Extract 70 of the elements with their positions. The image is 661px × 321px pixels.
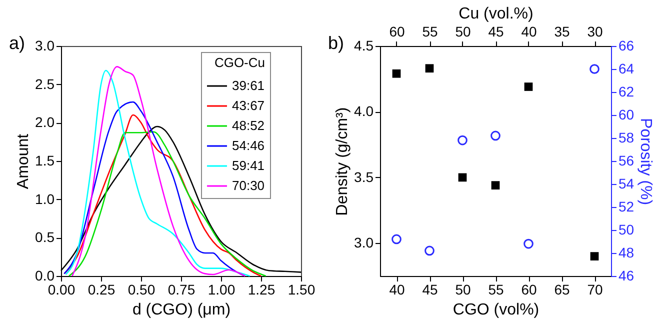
- y-tick-label: 3.5: [354, 168, 374, 185]
- y2-tick-label: 62: [618, 84, 634, 100]
- y-tick-label: 3.0: [35, 38, 55, 54]
- x-tick-label: 65: [554, 282, 570, 298]
- x-tick-label: 55: [488, 282, 504, 298]
- x2-axis-title: Cu (vol.%): [458, 6, 534, 22]
- legend-label: 70:30: [232, 178, 265, 193]
- point: [524, 238, 534, 249]
- y2-tick-label: 52: [618, 198, 634, 214]
- x2-tick-label: 40: [521, 24, 537, 40]
- point: [490, 130, 500, 141]
- x-tick-label: 0.00: [48, 282, 76, 298]
- y2-tick-label: 60: [618, 106, 634, 122]
- x-tick-label: 50: [455, 282, 471, 298]
- point: [392, 69, 401, 78]
- y-tick-label: 1.0: [35, 190, 55, 207]
- point: [524, 82, 533, 91]
- x-tick-label: 0.25: [88, 282, 116, 298]
- point: [491, 181, 500, 190]
- x-tick-label: 1.00: [208, 282, 236, 298]
- y-tick-label: 2.0: [35, 114, 55, 130]
- y-tick-label: 0.0: [35, 268, 55, 284]
- point: [424, 246, 434, 256]
- y2-axis-title: Porosity (%): [637, 118, 654, 206]
- y2-tick-label: 64: [618, 60, 634, 76]
- point: [392, 234, 402, 244]
- x2-tick-label: 55: [422, 24, 438, 40]
- x-tick-label: 0.50: [128, 282, 156, 298]
- y2-tick-label: 66: [618, 38, 634, 54]
- point: [458, 173, 467, 182]
- x-tick-label: 70: [587, 282, 603, 298]
- legend-label: 43:67: [232, 98, 265, 113]
- x-tick-label: 0.75: [168, 282, 196, 298]
- y-tick-label: 4.0: [354, 103, 374, 120]
- x-axis-title: d (CGO) (μm): [132, 302, 231, 318]
- x2-tick-label: 50: [455, 24, 471, 40]
- y-tick-label: 4.5: [354, 38, 374, 54]
- y2-tick-label: 48: [618, 244, 634, 260]
- point: [458, 135, 468, 146]
- legend-title: CGO-Cu: [214, 55, 265, 70]
- point: [425, 64, 434, 73]
- x-tick-label: 1.25: [248, 282, 276, 298]
- y2-tick-label: 50: [618, 222, 634, 238]
- legend-label: 48:52: [232, 118, 265, 133]
- x2-tick-label: 35: [554, 24, 570, 40]
- point: [590, 252, 599, 260]
- text: a): [9, 33, 26, 53]
- y-tick-label: 2.5: [35, 76, 55, 92]
- y2-tick-label: 56: [618, 152, 634, 168]
- x2-tick-label: 30: [587, 24, 603, 40]
- y2-tick-label: 58: [618, 130, 634, 146]
- y-axis-title: Amount: [15, 133, 32, 190]
- text: b): [328, 33, 344, 53]
- x-tick-label: 1.50: [288, 282, 316, 298]
- legend-label: 59:41: [232, 158, 265, 173]
- y-tick-label: 0.5: [35, 229, 55, 246]
- legend-label: 39:61: [232, 78, 265, 93]
- x2-tick-label: 45: [488, 24, 504, 40]
- y-axis-title: Density (g/cm³): [334, 107, 352, 216]
- x-tick-label: 40: [389, 282, 405, 298]
- y-tick-label: 3.0: [354, 234, 374, 251]
- y2-tick-label: 46: [618, 268, 634, 284]
- y-tick-label: 1.5: [35, 152, 55, 168]
- legend-label: 54:46: [232, 138, 265, 153]
- x-axis-title: CGO (vol%): [452, 302, 540, 318]
- x2-tick-label: 60: [389, 24, 405, 40]
- point: [590, 64, 600, 74]
- x-tick-label: 60: [521, 282, 537, 298]
- y2-tick-label: 54: [618, 176, 634, 192]
- x-tick-label: 45: [422, 282, 438, 298]
